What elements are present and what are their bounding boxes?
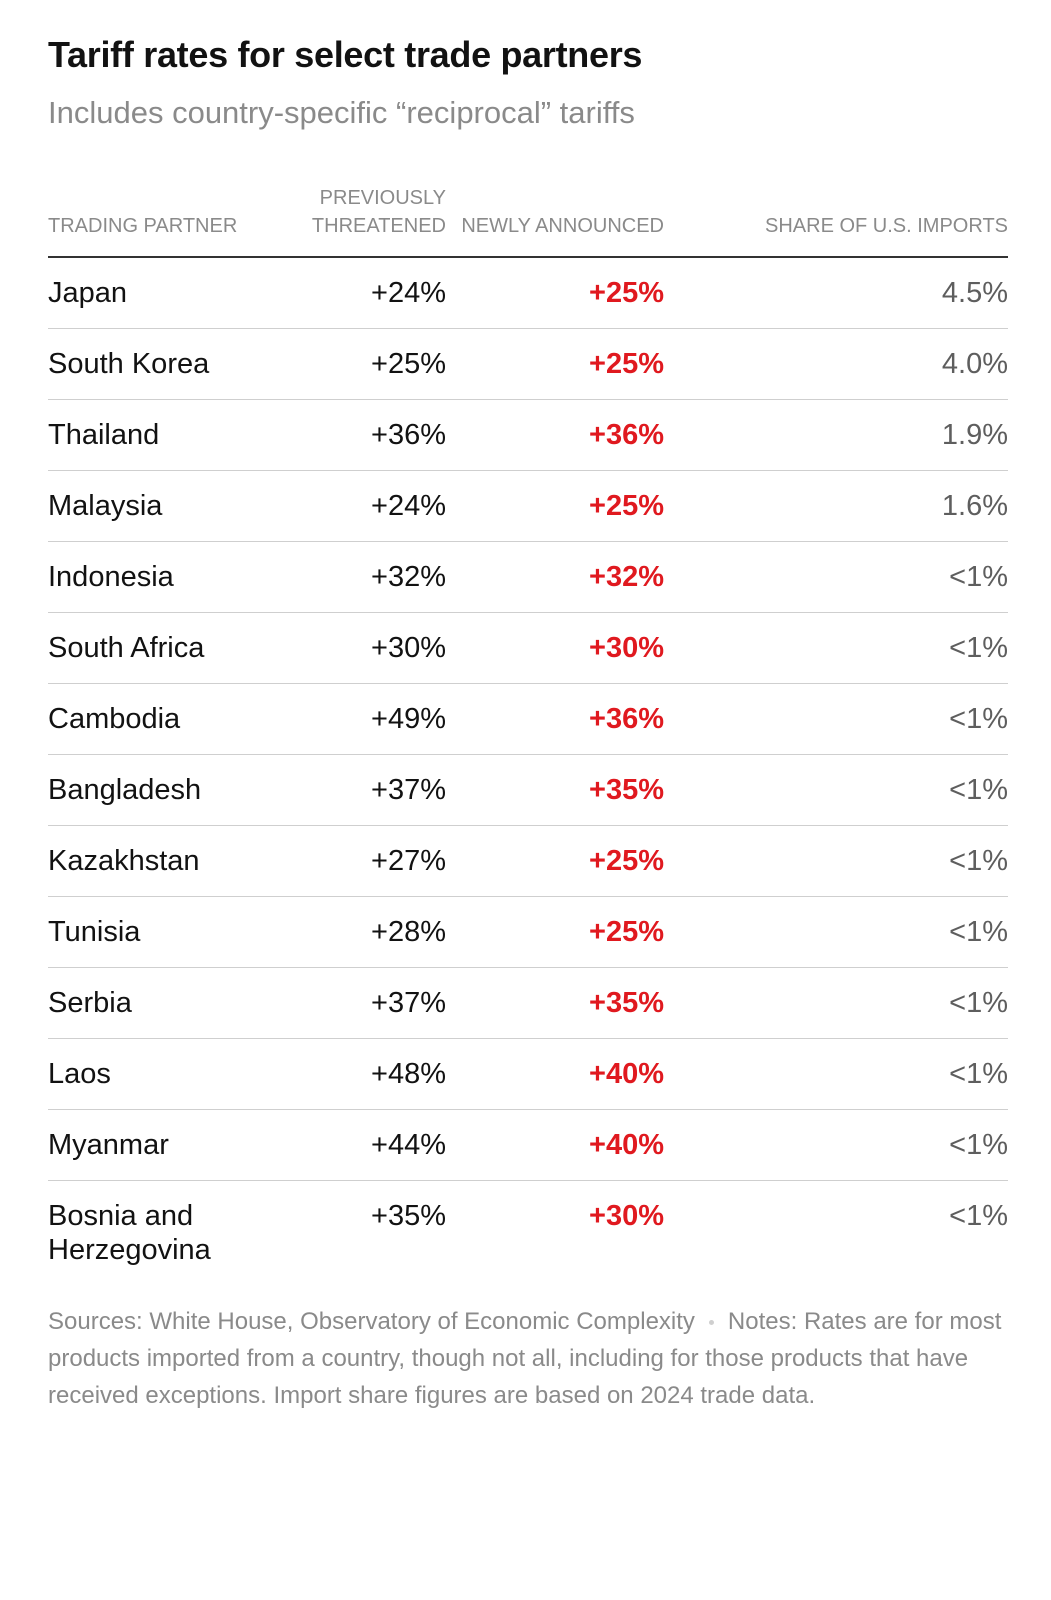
table-row: Bosnia and Herzegovina +35% +30% <1%: [48, 1181, 1008, 1286]
previously-threatened-cell: +30%: [238, 612, 446, 684]
table-row: Japan +24% +25% 4.5%: [48, 257, 1008, 329]
newly-announced-cell: +36%: [446, 399, 664, 471]
table-row: Kazakhstan +27% +25% <1%: [48, 825, 1008, 897]
newly-announced-cell: +36%: [446, 683, 664, 755]
column-header-share-of-imports: Share of U.S. imports: [664, 184, 1008, 258]
table-row: Bangladesh +37% +35% <1%: [48, 754, 1008, 826]
newly-announced-cell: +25%: [446, 257, 664, 329]
previously-threatened-cell: +48%: [238, 1038, 446, 1110]
previously-threatened-cell: +35%: [371, 1200, 446, 1232]
partner-cell: Japan: [48, 257, 238, 329]
newly-announced-cell: +40%: [446, 1109, 664, 1181]
share-of-imports-cell: <1%: [949, 1200, 1008, 1232]
previously-threatened-cell: +32%: [238, 541, 446, 613]
column-header-previously-threatened: Previously threatened: [238, 184, 446, 258]
table-row: South Korea +25% +25% 4.0%: [48, 328, 1008, 400]
table-row: Myanmar +44% +40% <1%: [48, 1109, 1008, 1181]
partner-cell: Tunisia: [48, 896, 238, 968]
share-of-imports-cell: <1%: [664, 896, 1008, 968]
chart-title: Tariff rates for select trade partners: [48, 34, 643, 75]
table-row: Indonesia +32% +32% <1%: [48, 541, 1008, 613]
table-row: Cambodia +49% +36% <1%: [48, 683, 1008, 755]
previously-threatened-cell: +36%: [238, 399, 446, 471]
newly-announced-cell: +32%: [446, 541, 664, 613]
table-row: Malaysia +24% +25% 1.6%: [48, 470, 1008, 542]
table-header-row: Trading partner Previously threatened Ne…: [48, 184, 1008, 258]
partner-cell: Bosnia and Herzegovina: [48, 1200, 211, 1266]
share-of-imports-cell: <1%: [664, 754, 1008, 826]
previously-threatened-cell: +24%: [238, 257, 446, 329]
previously-threatened-cell: +44%: [238, 1109, 446, 1181]
newly-announced-cell: +25%: [446, 328, 664, 400]
share-of-imports-cell: <1%: [664, 541, 1008, 613]
newly-announced-cell: +30%: [589, 1200, 664, 1232]
partner-cell: Serbia: [48, 967, 238, 1039]
share-of-imports-cell: <1%: [664, 1109, 1008, 1181]
newly-announced-cell: +25%: [446, 825, 664, 897]
column-header-partner: Trading partner: [48, 184, 238, 258]
table-row: Thailand +36% +36% 1.9%: [48, 399, 1008, 471]
table-body: Japan +24% +25% 4.5% South Korea +25% +25% 4.0%…: [48, 257, 1008, 1285]
share-of-imports-cell: <1%: [664, 825, 1008, 897]
separator-dot: [708, 1320, 714, 1326]
partner-cell: Kazakhstan: [48, 825, 238, 897]
table-row: Serbia +37% +35% <1%: [48, 967, 1008, 1039]
footnote-notes: Notes: Rates are for most products impor…: [48, 1308, 1002, 1409]
footnote: Sources: White House, Observatory of Eco…: [48, 1303, 1008, 1414]
share-of-imports-cell: 4.5%: [664, 257, 1008, 329]
column-header-newly-announced: Newly announced: [446, 184, 664, 258]
partner-cell: Bangladesh: [48, 754, 238, 826]
table-row: South Africa +30% +30% <1%: [48, 612, 1008, 684]
chart-container: Tariff rates for select trade partners I…: [48, 30, 1008, 1414]
share-of-imports-cell: 1.9%: [664, 399, 1008, 471]
previously-threatened-cell: +49%: [238, 683, 446, 755]
tariff-table: Trading partner Previously threatened Ne…: [48, 184, 1008, 1285]
chart-subtitle: Includes country-specific “reciprocal” t…: [48, 95, 635, 130]
footnote-sources: Sources: White House, Observatory of Eco…: [48, 1308, 695, 1335]
previously-threatened-cell: +28%: [238, 896, 446, 968]
share-of-imports-cell: 4.0%: [664, 328, 1008, 400]
previously-threatened-cell: +27%: [238, 825, 446, 897]
partner-cell: Cambodia: [48, 683, 238, 755]
newly-announced-cell: +25%: [446, 896, 664, 968]
partner-cell: Indonesia: [48, 541, 238, 613]
share-of-imports-cell: <1%: [664, 683, 1008, 755]
partner-cell: Thailand: [48, 399, 238, 471]
partner-cell: Laos: [48, 1038, 238, 1110]
partner-cell: Malaysia: [48, 470, 238, 542]
previously-threatened-cell: +37%: [238, 967, 446, 1039]
partner-cell: South Africa: [48, 612, 238, 684]
newly-announced-cell: +35%: [446, 754, 664, 826]
partner-cell: South Korea: [48, 328, 238, 400]
share-of-imports-cell: <1%: [664, 967, 1008, 1039]
previously-threatened-cell: +37%: [238, 754, 446, 826]
previously-threatened-cell: +24%: [238, 470, 446, 542]
share-of-imports-cell: <1%: [664, 1038, 1008, 1110]
partner-cell: Myanmar: [48, 1109, 238, 1181]
table-row: Tunisia +28% +25% <1%: [48, 896, 1008, 968]
newly-announced-cell: +35%: [446, 967, 664, 1039]
share-of-imports-cell: <1%: [664, 612, 1008, 684]
newly-announced-cell: +40%: [446, 1038, 664, 1110]
newly-announced-cell: +25%: [446, 470, 664, 542]
table-row: Laos +48% +40% <1%: [48, 1038, 1008, 1110]
previously-threatened-cell: +25%: [238, 328, 446, 400]
share-of-imports-cell: 1.6%: [664, 470, 1008, 542]
newly-announced-cell: +30%: [446, 612, 664, 684]
